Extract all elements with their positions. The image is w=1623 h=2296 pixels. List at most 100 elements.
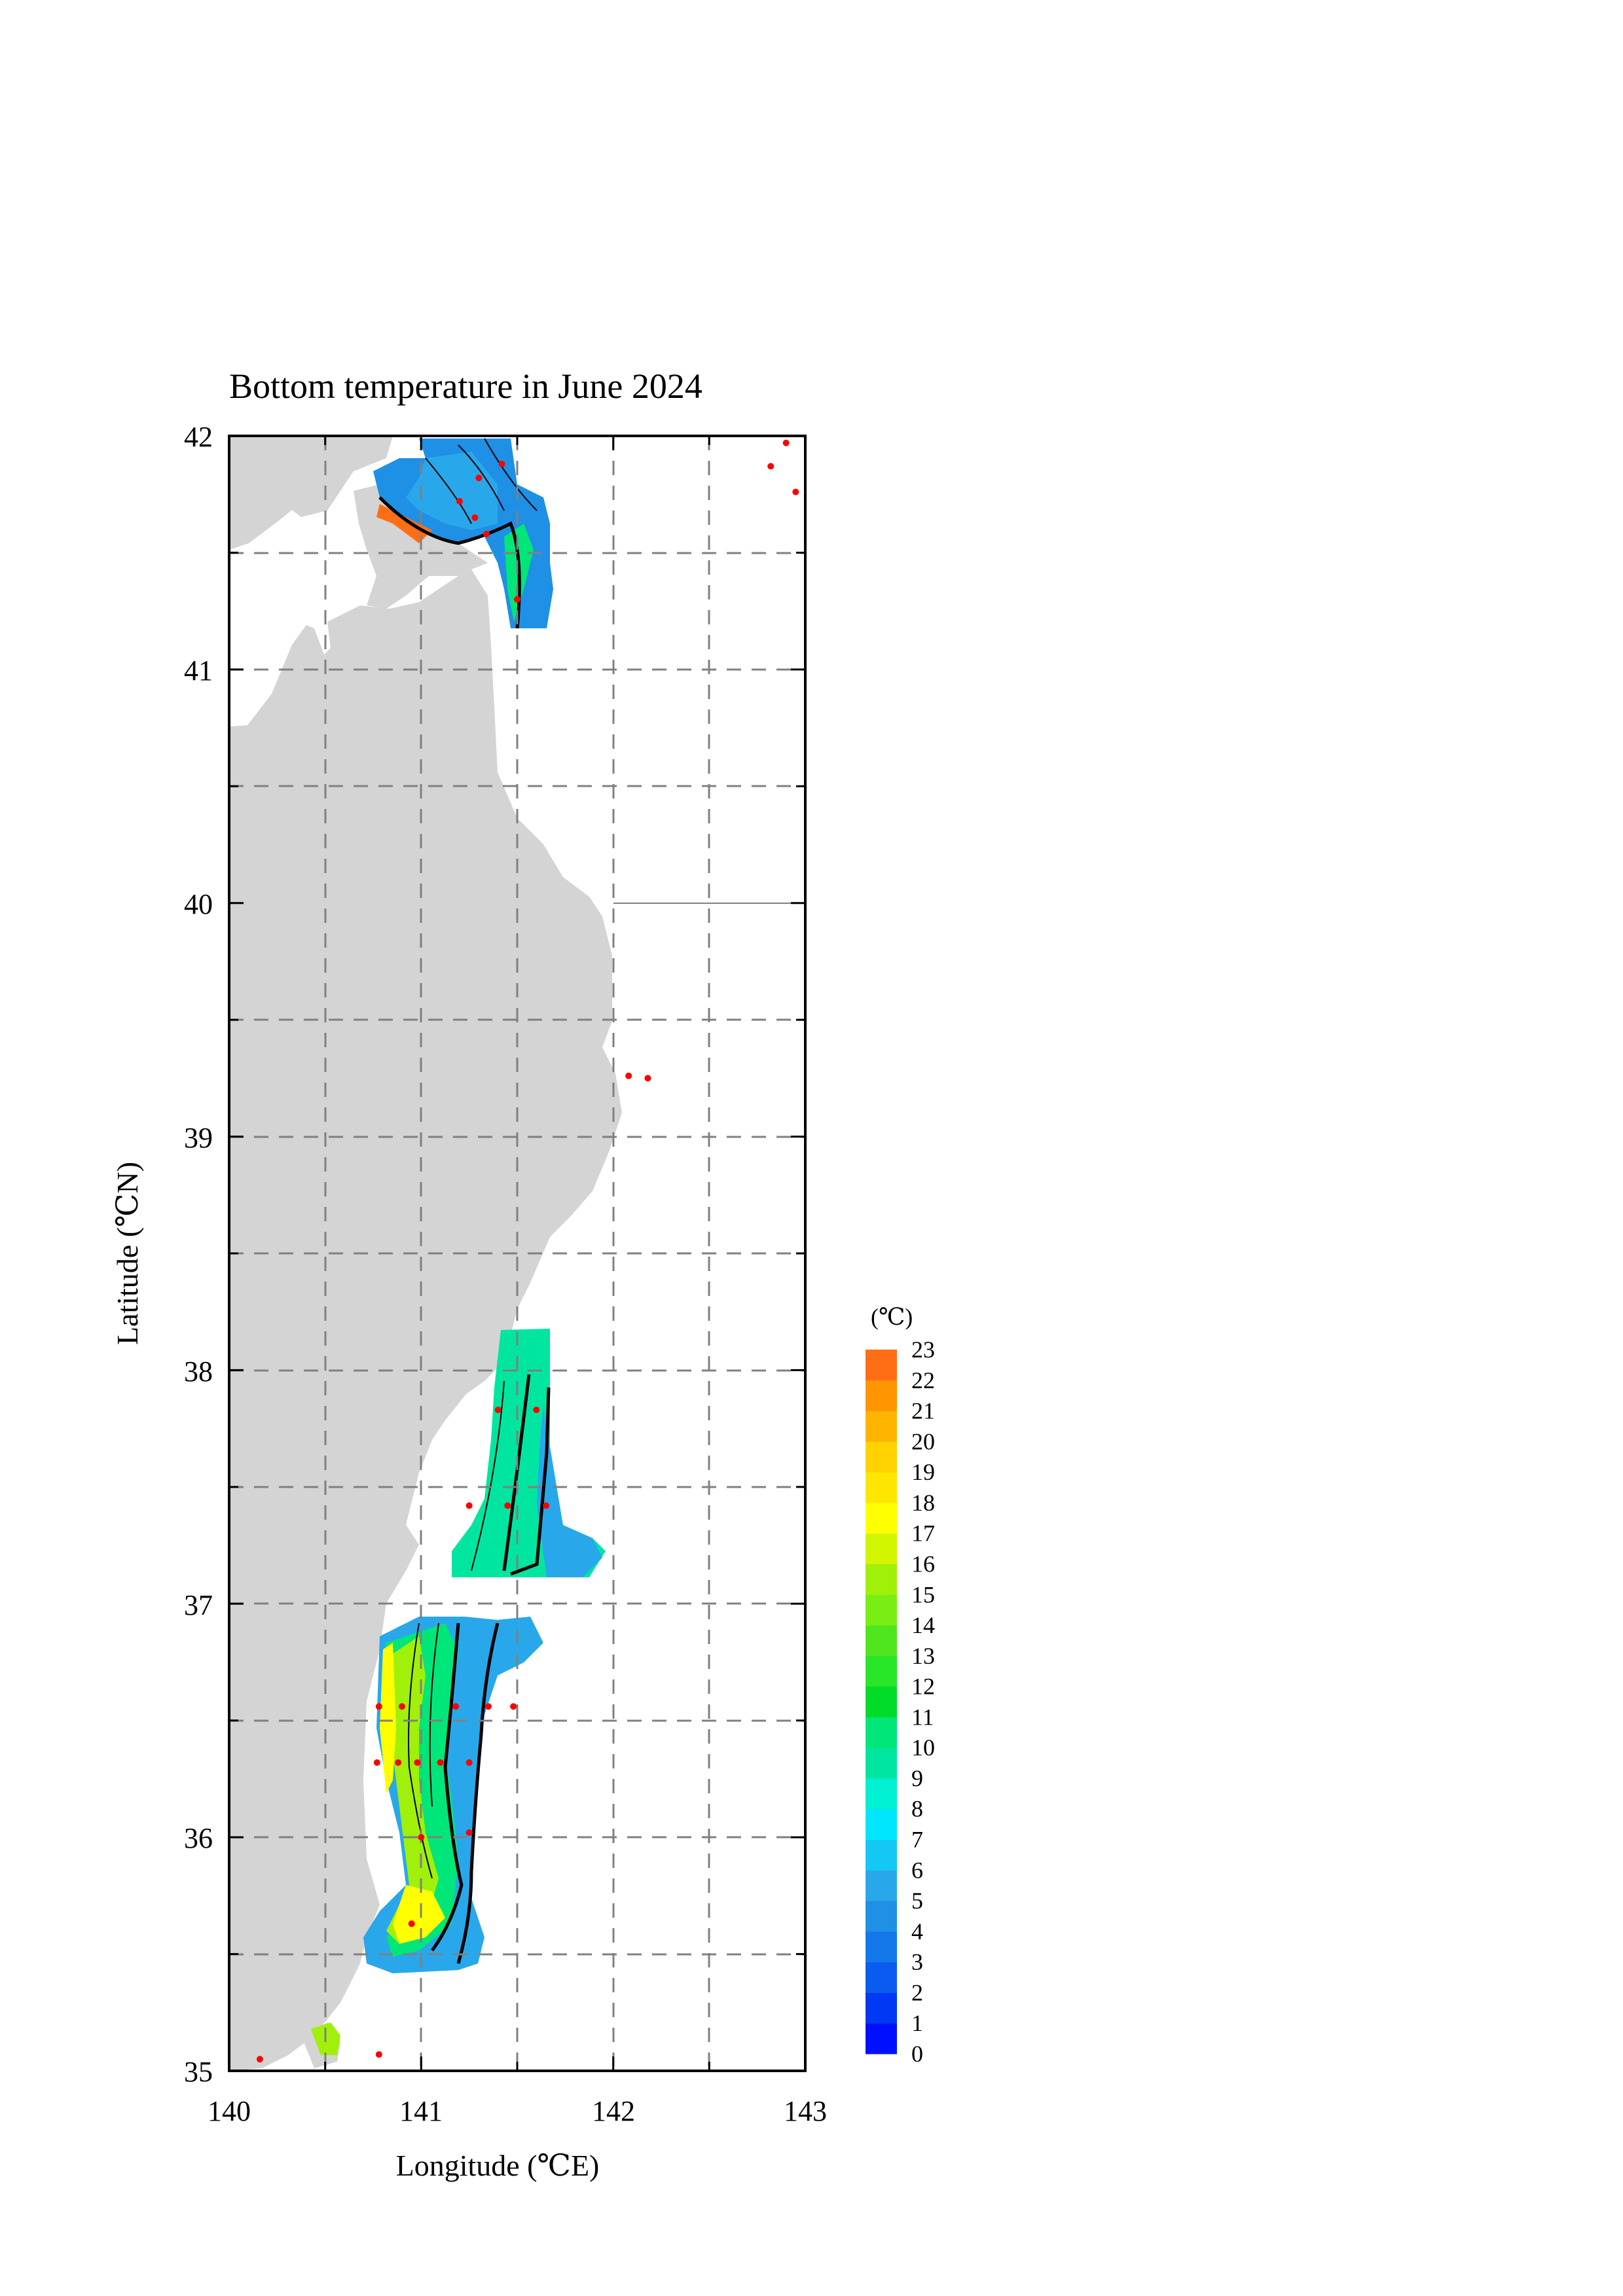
y-tick-label: 39 xyxy=(184,1122,213,1154)
x-tick-label: 143 xyxy=(784,2095,827,2127)
x-tick-labels: 140 141 142 143 xyxy=(208,2095,827,2127)
colorbar-label: 6 xyxy=(911,1857,923,1883)
colorbar-swatch xyxy=(866,1931,897,1963)
colorbar-swatch xyxy=(866,1472,897,1503)
station-marker xyxy=(514,596,520,603)
station-marker xyxy=(483,530,490,537)
station-marker xyxy=(465,1759,473,1766)
station-marker xyxy=(375,2051,382,2058)
y-tick-label: 37 xyxy=(184,1589,213,1621)
colorbar-label: 11 xyxy=(911,1704,934,1730)
colorbar-label: 5 xyxy=(911,1888,923,1914)
plot-frame xyxy=(228,435,807,2072)
colorbar-swatch xyxy=(866,1748,897,1779)
station-marker xyxy=(395,1759,402,1766)
y-tick-label: 38 xyxy=(184,1355,213,1388)
land-hokkaido-tip xyxy=(229,436,393,524)
temp-field-ibaraki-coastal xyxy=(380,1643,396,1793)
station-marker xyxy=(375,1703,382,1710)
station-marker xyxy=(475,475,483,482)
station-marker xyxy=(767,463,775,470)
station-marker xyxy=(452,1703,460,1710)
colorbar-label: 1 xyxy=(911,2010,923,2036)
colorbar-label: 2 xyxy=(911,1979,923,2005)
colorbar-swatch xyxy=(866,1502,897,1534)
station-marker xyxy=(510,1703,517,1710)
colorbar-label: 16 xyxy=(911,1551,935,1577)
station-marker xyxy=(644,1075,651,1082)
station-marker xyxy=(465,1502,473,1509)
y-tick-label: 35 xyxy=(184,2056,213,2088)
temp-field-fukushima xyxy=(452,1329,606,1577)
x-tick-label: 141 xyxy=(399,2095,443,2127)
colorbar-unit: (℃) xyxy=(871,1304,913,1330)
colorbar-swatch xyxy=(866,1808,897,1840)
station-marker xyxy=(504,1502,511,1509)
temp-field-north-coastal xyxy=(376,504,432,543)
colorbar-label: 8 xyxy=(911,1796,923,1822)
colorbar-swatch xyxy=(866,1717,897,1748)
station-marker xyxy=(782,439,790,446)
colorbar-swatch xyxy=(866,1686,897,1717)
colorbar-label: 7 xyxy=(911,1827,923,1853)
station-marker xyxy=(408,1920,415,1928)
y-axis-label: Latitude (℃N) xyxy=(111,1162,144,1345)
colorbar-swatch xyxy=(866,1380,897,1412)
station-marker xyxy=(498,460,505,467)
station-marker xyxy=(533,1407,540,1414)
station-marker xyxy=(437,1759,444,1766)
colorbar-label: 13 xyxy=(911,1643,935,1669)
colorbar-swatch xyxy=(866,1839,897,1871)
y-tick-label: 40 xyxy=(184,888,213,920)
colorbar-swatch xyxy=(866,1594,897,1626)
station-marker xyxy=(792,488,799,495)
colorbar-swatch xyxy=(866,1625,897,1657)
land-honshu xyxy=(229,569,622,2071)
isotherm-fukushima xyxy=(502,1374,551,1576)
colorbar-swatch xyxy=(866,1533,897,1564)
station-marker xyxy=(485,1703,492,1710)
colorbar-label: 9 xyxy=(911,1765,923,1791)
station-marker xyxy=(256,2056,263,2063)
colorbar-label: 4 xyxy=(911,1918,923,1945)
colorbar-label: 21 xyxy=(911,1398,935,1424)
temp-field-ibaraki-hot xyxy=(393,1885,445,1944)
station-marker xyxy=(494,1407,501,1414)
y-tick-label: 36 xyxy=(184,1822,213,1854)
colorbar-label: 18 xyxy=(911,1490,935,1516)
x-axis-label: Longitude (℃E) xyxy=(396,2149,600,2182)
colorbar-swatch xyxy=(866,2023,897,2054)
colorbar-label: 10 xyxy=(911,1734,935,1761)
grid xyxy=(229,436,805,2071)
station-marker xyxy=(471,514,479,521)
station-marker xyxy=(418,1834,425,1841)
station-marker xyxy=(414,1759,421,1766)
colorbar-label: 19 xyxy=(911,1459,935,1485)
colorbar-swatch xyxy=(866,1564,897,1595)
colorbar-label: 0 xyxy=(911,2041,923,2067)
isotherm-ibaraki-2 xyxy=(408,1623,439,1879)
station-marker xyxy=(399,1703,405,1710)
colorbar-swatch xyxy=(866,1962,897,1993)
colorbar-label: 17 xyxy=(911,1520,935,1547)
isotherm-fukushima-2 xyxy=(471,1380,505,1571)
colorbar-label: 23 xyxy=(911,1336,935,1363)
colorbar-swatch xyxy=(866,1870,897,1901)
colorbar-swatch xyxy=(866,1901,897,1932)
y-tick-labels: 35 36 37 38 39 40 41 42 xyxy=(184,421,213,2088)
colorbar-label: 12 xyxy=(911,1674,935,1700)
colorbar-label: 3 xyxy=(911,1949,923,1975)
colorbar-swatch xyxy=(866,1992,897,2024)
temp-field-fukushima-offshore xyxy=(537,1407,602,1577)
colorbar-label: 22 xyxy=(911,1367,935,1393)
isotherm-ibaraki xyxy=(430,1623,500,1964)
colorbar-label: 15 xyxy=(911,1581,935,1607)
colorbar-label: 20 xyxy=(911,1428,935,1454)
colorbar-swatch xyxy=(866,1350,897,1381)
colorbar-swatch xyxy=(866,1441,897,1473)
x-tick-label: 142 xyxy=(592,2095,635,2127)
station-marker xyxy=(373,1759,380,1766)
colorbar-swatch xyxy=(866,1778,897,1810)
